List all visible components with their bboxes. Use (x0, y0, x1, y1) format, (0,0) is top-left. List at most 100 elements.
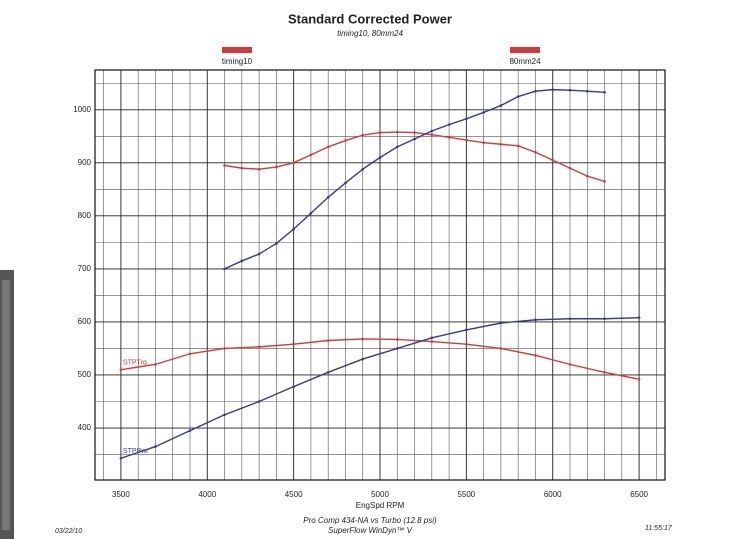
data-point (499, 321, 503, 325)
plot-frame (94, 69, 666, 481)
y-tick-label: 400 (78, 423, 92, 432)
data-point (413, 137, 416, 141)
time: 11:55:17 (645, 525, 673, 532)
data-point (154, 445, 157, 448)
data-point (585, 174, 589, 178)
x-tick-label: 5000 (371, 490, 389, 499)
y-tick-label: 500 (78, 370, 92, 379)
data-point (568, 317, 572, 321)
x-tick-label: 6500 (630, 490, 648, 499)
data-point (603, 90, 606, 94)
data-point (395, 338, 399, 341)
legend-swatch (222, 47, 252, 53)
data-point (534, 354, 537, 357)
data-point (292, 161, 295, 165)
data-point (585, 89, 589, 93)
data-point (551, 158, 555, 162)
data-point (326, 145, 330, 149)
photo-texture (2, 280, 10, 530)
chart-subtitle: timing10, 80mm24 (337, 29, 403, 38)
data-point (240, 259, 244, 263)
data-point (257, 252, 261, 256)
data-point (188, 352, 192, 356)
data-point (568, 363, 572, 366)
data-point (223, 347, 226, 350)
data-point (603, 371, 606, 374)
data-point (188, 429, 192, 432)
series-label: STPPwr (123, 448, 149, 455)
data-point (292, 227, 295, 231)
data-point (482, 141, 485, 144)
y-tick-label: 1000 (73, 105, 91, 114)
data-point (326, 371, 330, 374)
data-point (257, 345, 261, 349)
data-point (465, 328, 468, 332)
data-point (603, 317, 606, 321)
data-point (482, 111, 485, 114)
data-point (326, 339, 330, 342)
y-tick-label: 600 (78, 317, 92, 326)
data-point (119, 456, 123, 460)
data-point (292, 385, 295, 388)
data-point (499, 347, 503, 350)
data-point (568, 88, 572, 92)
x-tick-label: 3500 (112, 490, 130, 499)
series-label: STPTrq (123, 360, 147, 367)
data-point (534, 150, 537, 154)
data-point (430, 336, 434, 340)
data-point (344, 139, 347, 142)
data-point (637, 316, 641, 319)
legend-label: timing10 (222, 57, 253, 66)
data-point (447, 123, 451, 126)
data-point (534, 318, 537, 322)
legend-swatch (510, 47, 540, 53)
data-point (465, 117, 468, 121)
data-point (292, 342, 295, 346)
data-point (275, 242, 278, 245)
data-point (430, 129, 434, 133)
data-point (275, 165, 278, 169)
data-point (395, 145, 399, 149)
data-point (465, 138, 468, 142)
data-point (257, 400, 261, 403)
data-point (551, 88, 555, 91)
legend-label: 80mm24 (509, 57, 541, 66)
data-point (223, 164, 226, 167)
data-point (361, 337, 365, 341)
data-point (499, 104, 503, 107)
data-point (413, 131, 416, 134)
footer-line: SuperFlow WinDyn™ V (328, 526, 413, 535)
y-tick-label: 800 (78, 211, 92, 220)
x-tick-label: 4000 (198, 490, 216, 499)
data-point (516, 95, 520, 98)
data-point (378, 131, 382, 134)
x-tick-label: 4500 (285, 490, 303, 499)
y-tick-label: 900 (78, 158, 92, 167)
data-point (499, 142, 503, 146)
data-point (568, 166, 572, 170)
x-axis-label: EngSpd RPM (356, 501, 405, 510)
date: 03/22/10 (55, 528, 82, 535)
data-point (257, 167, 261, 171)
data-point (309, 211, 313, 215)
data-point (344, 181, 347, 185)
data-point (378, 156, 382, 159)
data-point (361, 357, 365, 361)
data-point (154, 363, 157, 366)
data-point (465, 342, 468, 346)
footer-line: Pro Comp 434-NA vs Turbo (12.8 psi) (303, 516, 437, 525)
data-point (309, 153, 313, 157)
data-point (534, 89, 537, 93)
data-point (361, 133, 365, 137)
data-point (516, 144, 520, 148)
data-point (361, 167, 365, 171)
data-point (430, 340, 434, 343)
data-point (119, 368, 123, 371)
data-point (603, 180, 606, 183)
series-line (120, 316, 640, 459)
data-point (447, 136, 451, 139)
data-point (430, 133, 434, 137)
x-tick-label: 5500 (457, 490, 475, 499)
data-point (395, 130, 399, 134)
